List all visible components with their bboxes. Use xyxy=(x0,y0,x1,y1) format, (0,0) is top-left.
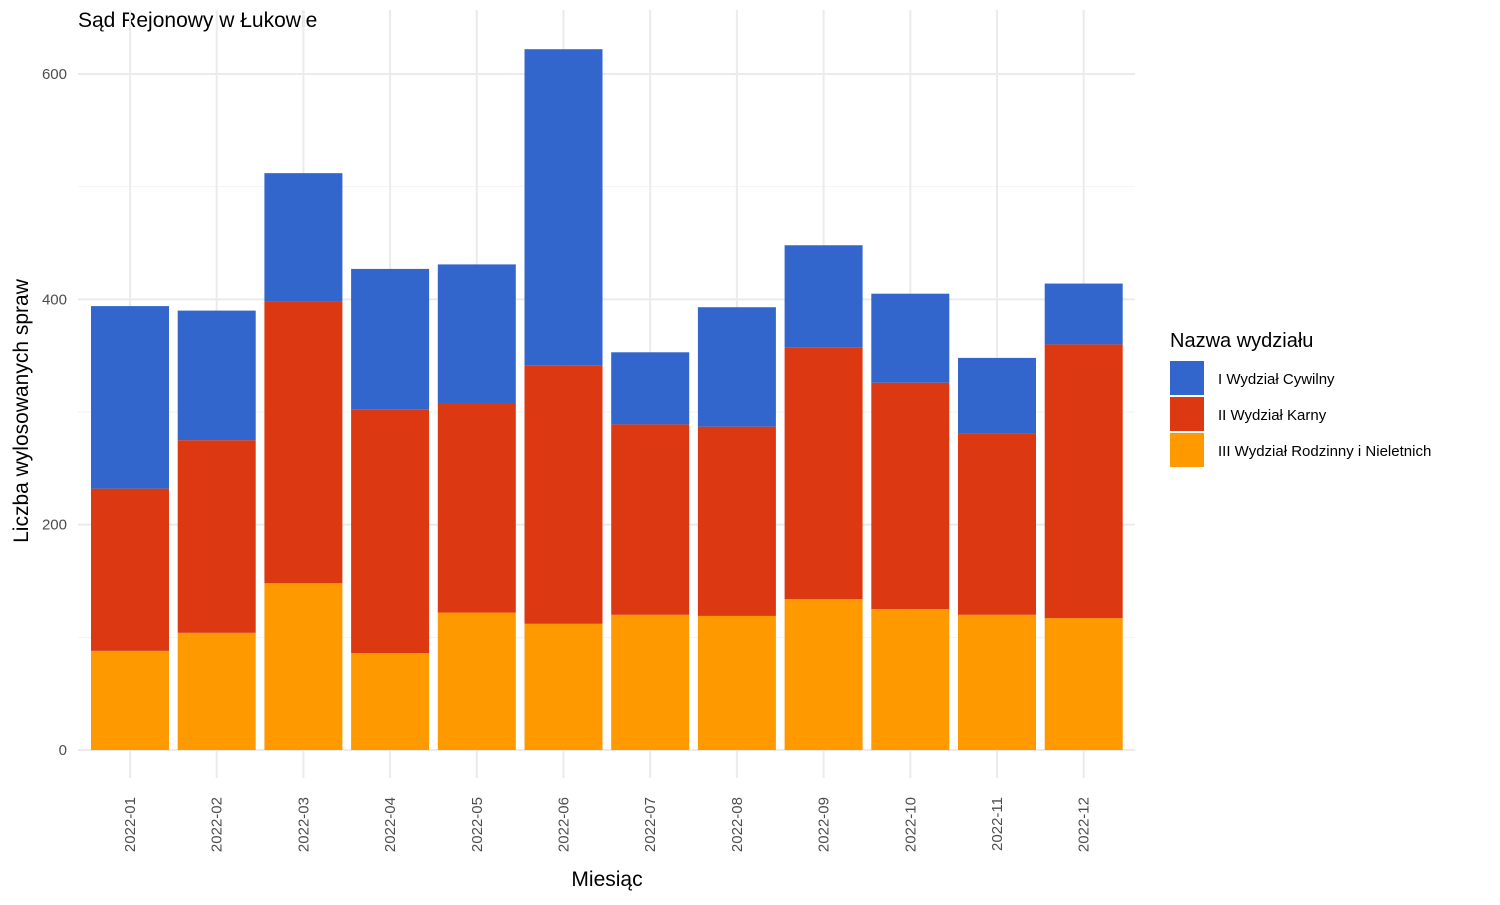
bar-segment xyxy=(697,307,776,427)
bar-segment xyxy=(351,409,430,654)
x-tick-label: 2022-12 xyxy=(1076,797,1093,852)
x-tick-label: 2022-10 xyxy=(902,797,919,852)
bar-segment xyxy=(437,612,516,750)
bar-segment xyxy=(524,365,603,624)
bar-segment xyxy=(871,382,950,610)
bar-segment xyxy=(177,310,256,441)
x-tick-label: 2022-07 xyxy=(642,797,659,852)
x-tick-label: 2022-05 xyxy=(469,797,486,852)
bar-segment xyxy=(91,306,169,489)
x-tick-label: 2022-08 xyxy=(729,797,746,852)
x-tick-label: 2022-03 xyxy=(295,797,312,852)
bar-segment xyxy=(91,488,169,651)
bars xyxy=(91,49,1123,750)
bar-segment xyxy=(264,173,343,302)
bar-segment xyxy=(437,402,516,613)
bar-segment xyxy=(1044,344,1123,619)
bar-segment xyxy=(958,614,1036,750)
x-tick-label: 2022-11 xyxy=(989,797,1006,851)
legend-key xyxy=(1170,433,1204,467)
y-tick-label: 600 xyxy=(42,66,67,83)
bar-segment xyxy=(351,268,430,410)
bar-segment xyxy=(784,245,863,348)
x-tick-label: 2022-04 xyxy=(382,797,399,852)
chart-title: Sąd Rejonowy w Łukowie xyxy=(78,9,317,32)
bar-segment xyxy=(351,653,430,750)
bar-segment xyxy=(91,650,169,750)
bar-segment xyxy=(871,293,950,383)
y-tick-label: 400 xyxy=(42,291,67,308)
bar-segment xyxy=(437,264,516,403)
legend: Nazwa wydziału I Wydział Cywilny II Wydzi… xyxy=(1170,330,1431,467)
legend-label: III Wydział Rodzinny i Nieletnich xyxy=(1218,443,1431,460)
y-axis-title: Liczba wylosowanych spraw xyxy=(10,278,33,543)
bar-segment xyxy=(958,357,1036,434)
x-tick-label: 2022-01 xyxy=(122,797,139,852)
x-tick-label: 2022-06 xyxy=(556,797,573,852)
y-tick-label: 200 xyxy=(42,517,67,534)
bar-segment xyxy=(697,426,776,616)
legend-key xyxy=(1170,361,1204,395)
legend-title: Nazwa wydziału xyxy=(1170,330,1313,352)
bar-segment xyxy=(264,583,343,750)
bar-segment xyxy=(611,614,690,750)
x-axis-title: Miesiąc xyxy=(571,868,642,891)
legend-label: II Wydział Karny xyxy=(1218,407,1327,424)
bar-segment xyxy=(871,609,950,750)
y-tick-label: 0 xyxy=(59,742,67,759)
bar-segment xyxy=(177,632,256,750)
bar-segment xyxy=(611,352,690,425)
bar-segment xyxy=(784,599,863,750)
y-axis-ticks: 0 200 400 600 xyxy=(42,66,67,759)
bar-segment xyxy=(958,433,1036,615)
bar-segment xyxy=(1044,283,1123,345)
x-axis-ticks: 2022-01 2022-02 2022-03 2022-04 2022-05 2022-… xyxy=(122,797,1093,852)
bar-segment xyxy=(697,615,776,750)
bar-segment xyxy=(784,347,863,600)
legend-key xyxy=(1170,397,1204,431)
bar-segment xyxy=(264,301,343,584)
bar-segment xyxy=(524,49,603,366)
bar-segment xyxy=(524,623,603,750)
bar-segment xyxy=(1044,618,1123,750)
legend-label: I Wydział Cywilny xyxy=(1218,371,1335,388)
bar-segment xyxy=(611,424,690,615)
x-tick-label: 2022-02 xyxy=(209,797,226,852)
x-tick-label: 2022-09 xyxy=(816,797,833,852)
bar-segment xyxy=(177,440,256,633)
